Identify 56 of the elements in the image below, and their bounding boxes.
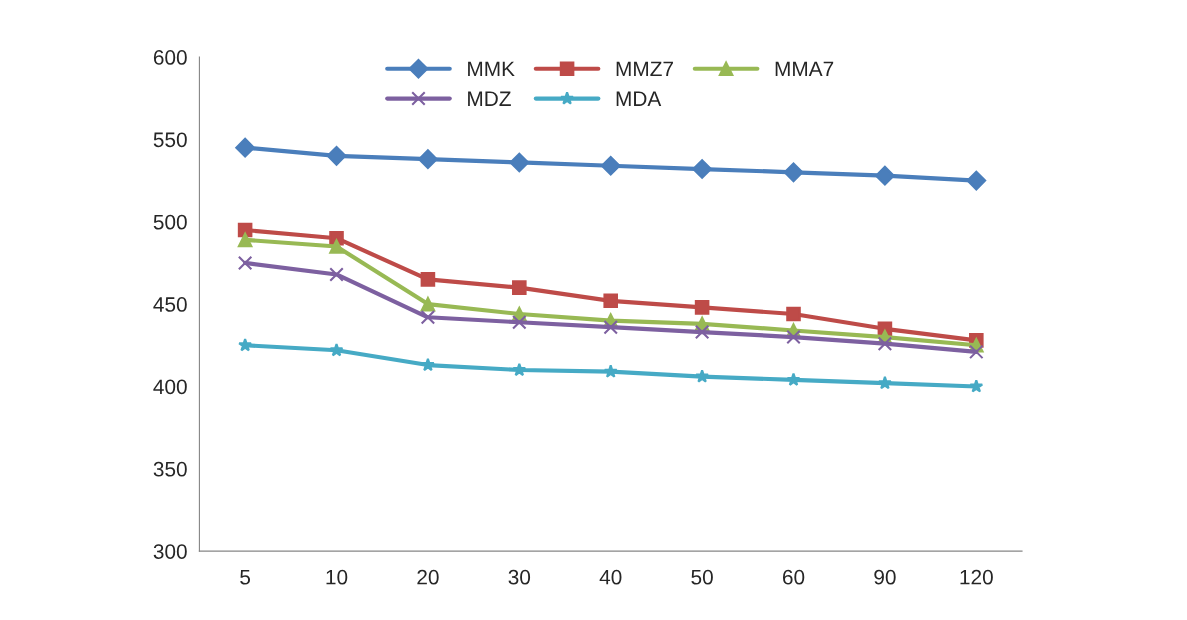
point xyxy=(966,170,987,191)
point xyxy=(969,344,984,360)
legend-label: MDZ xyxy=(468,91,511,106)
y-tick-label: 300 xyxy=(153,544,187,559)
point xyxy=(509,152,530,173)
point xyxy=(877,375,892,390)
point xyxy=(237,232,253,248)
point xyxy=(326,145,347,166)
x-tick-label: 5 xyxy=(240,570,251,585)
y-tick-label: 550 xyxy=(153,132,187,148)
x-tick-label: 90 xyxy=(874,569,896,585)
point xyxy=(786,372,801,386)
x-tick-label: 10 xyxy=(326,569,348,585)
point xyxy=(786,306,801,322)
point xyxy=(418,149,438,170)
point xyxy=(877,336,893,351)
point xyxy=(420,357,435,372)
point xyxy=(512,280,527,295)
x-tick-label: 120 xyxy=(960,569,993,585)
point xyxy=(238,338,253,352)
point xyxy=(692,159,712,179)
y-tick-label: 600 xyxy=(153,50,187,65)
point xyxy=(600,155,621,176)
point xyxy=(329,239,344,254)
y-tick-label: 350 xyxy=(153,461,187,477)
point xyxy=(969,379,984,393)
legend-label: MMA7 xyxy=(775,61,834,77)
x-tick-label: 40 xyxy=(599,569,622,585)
point xyxy=(235,137,255,158)
point xyxy=(603,364,618,378)
point xyxy=(783,162,804,183)
point xyxy=(694,300,710,315)
point xyxy=(512,314,527,330)
x-tick-label: 20 xyxy=(417,569,439,585)
point xyxy=(786,329,801,345)
point xyxy=(603,319,618,335)
point xyxy=(512,362,527,377)
point xyxy=(420,272,436,287)
point xyxy=(875,165,895,186)
x-tick-label: 60 xyxy=(782,569,805,585)
x-tick-label: 50 xyxy=(691,569,713,585)
point xyxy=(237,255,253,271)
point xyxy=(603,293,618,309)
y-tick-label: 400 xyxy=(153,379,187,395)
point xyxy=(329,342,344,357)
point xyxy=(329,267,344,282)
point xyxy=(694,324,710,340)
point xyxy=(695,369,710,383)
legend-label: MMK xyxy=(468,61,515,77)
legend-label: MMZ7 xyxy=(616,61,673,77)
legend-label: MDA xyxy=(616,91,662,106)
point xyxy=(420,296,436,312)
point xyxy=(420,310,436,325)
x-tick-label: 30 xyxy=(508,569,531,585)
y-tick-label: 500 xyxy=(153,214,187,230)
y-tick-label: 450 xyxy=(153,297,187,312)
